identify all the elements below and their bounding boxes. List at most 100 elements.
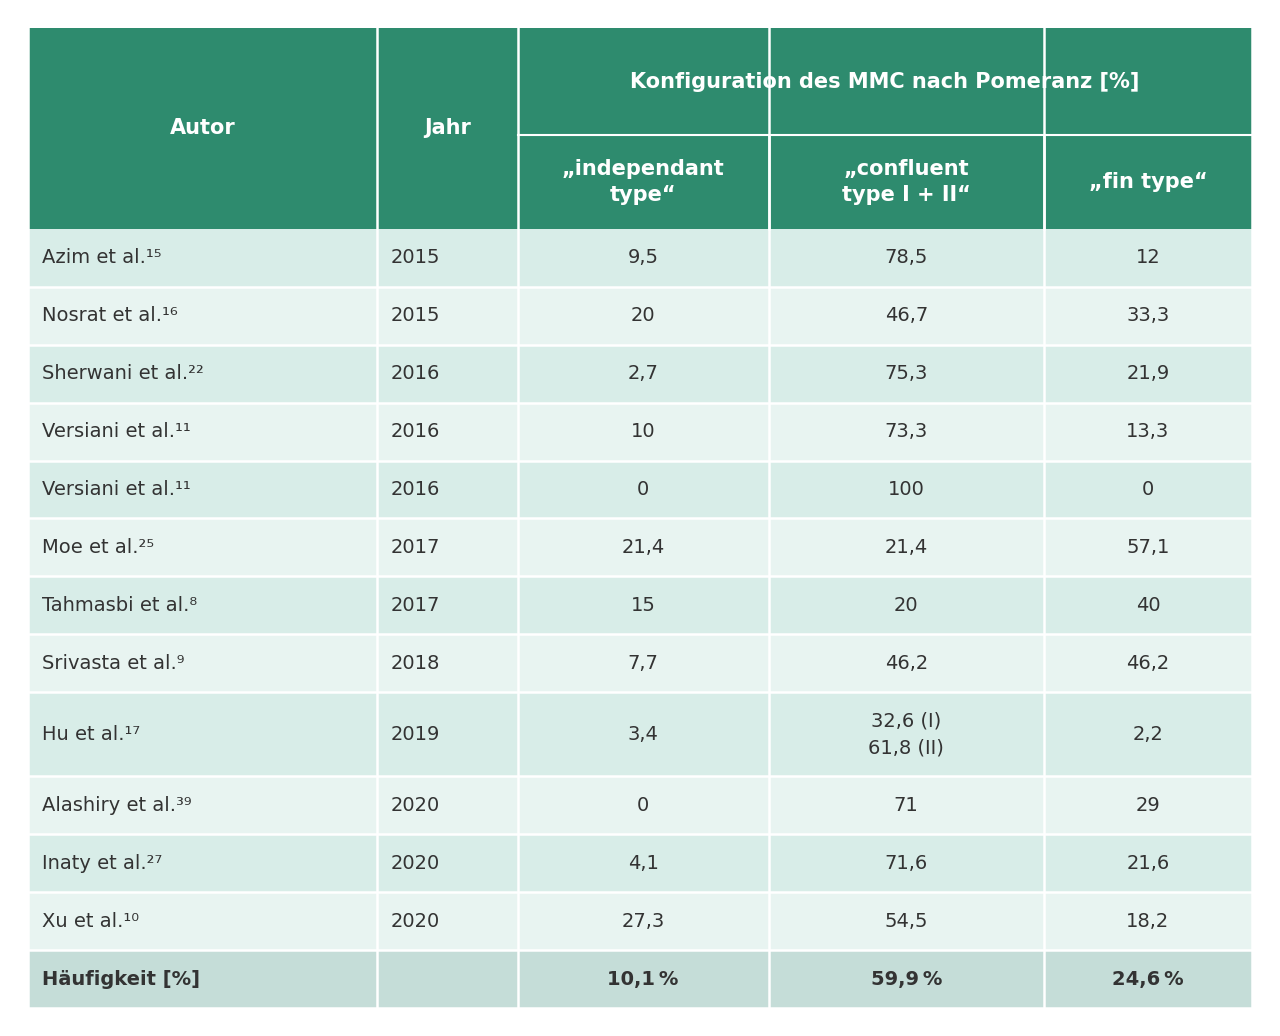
Bar <box>1044 576 1252 634</box>
Text: 46,7: 46,7 <box>884 307 928 325</box>
Bar <box>768 634 1044 692</box>
Bar <box>768 950 1044 1008</box>
Text: Häufigkeit [%]: Häufigkeit [%] <box>42 970 200 988</box>
Text: 3,4: 3,4 <box>627 725 658 744</box>
Text: 10: 10 <box>631 422 655 441</box>
Text: 0: 0 <box>1142 480 1155 499</box>
Text: 2020: 2020 <box>390 796 440 814</box>
Bar <box>1044 518 1252 576</box>
Text: 10,1 %: 10,1 % <box>608 970 678 988</box>
Bar <box>517 518 768 576</box>
Bar <box>1044 461 1252 518</box>
Bar <box>28 634 376 692</box>
Text: 29: 29 <box>1135 796 1161 814</box>
Text: 21,6: 21,6 <box>1126 854 1170 872</box>
Bar <box>768 576 1044 634</box>
Bar <box>28 229 376 287</box>
Text: Hu et al.¹⁷: Hu et al.¹⁷ <box>42 725 141 744</box>
Text: 2018: 2018 <box>390 654 440 672</box>
Bar <box>28 403 376 461</box>
Bar <box>376 518 517 576</box>
Bar <box>517 229 768 287</box>
Bar <box>376 692 517 776</box>
Bar <box>517 576 768 634</box>
Text: 27,3: 27,3 <box>621 912 664 930</box>
Bar <box>28 345 376 403</box>
Text: 75,3: 75,3 <box>884 365 928 383</box>
Bar <box>768 403 1044 461</box>
Bar <box>1044 136 1252 229</box>
Text: 73,3: 73,3 <box>884 422 928 441</box>
Bar <box>1044 692 1252 776</box>
Bar <box>376 776 517 834</box>
Text: 2015: 2015 <box>390 307 440 325</box>
Bar <box>768 692 1044 776</box>
Text: 2,7: 2,7 <box>627 365 658 383</box>
Bar <box>376 950 517 1008</box>
Text: „fin type“: „fin type“ <box>1088 172 1207 192</box>
Bar <box>768 345 1044 403</box>
Bar <box>517 692 768 776</box>
Bar <box>28 692 376 776</box>
Text: Konfiguration des MMC nach Pomeranz [%]: Konfiguration des MMC nach Pomeranz [%] <box>630 71 1139 92</box>
Text: 20: 20 <box>893 596 919 614</box>
Text: 2020: 2020 <box>390 912 440 930</box>
Bar <box>28 950 376 1008</box>
Bar <box>1044 634 1252 692</box>
Text: 9,5: 9,5 <box>627 249 659 267</box>
Text: 2,2: 2,2 <box>1133 725 1164 744</box>
Text: 0: 0 <box>637 796 649 814</box>
Bar <box>28 892 376 950</box>
Bar <box>376 287 517 345</box>
Text: 71,6: 71,6 <box>884 854 928 872</box>
Bar <box>376 461 517 518</box>
Text: 2019: 2019 <box>390 725 440 744</box>
Text: Sherwani et al.²²: Sherwani et al.²² <box>42 365 204 383</box>
Text: Versiani et al.¹¹: Versiani et al.¹¹ <box>42 480 191 499</box>
Text: 2017: 2017 <box>390 596 440 614</box>
Text: „independant
type“: „independant type“ <box>562 159 724 205</box>
Bar <box>768 461 1044 518</box>
Text: 100: 100 <box>888 480 924 499</box>
Bar <box>1044 776 1252 834</box>
Bar <box>28 518 376 576</box>
Text: 54,5: 54,5 <box>884 912 928 930</box>
Text: 21,9: 21,9 <box>1126 365 1170 383</box>
Text: Versiani et al.¹¹: Versiani et al.¹¹ <box>42 422 191 441</box>
Text: 2017: 2017 <box>390 538 440 557</box>
Bar <box>517 28 1252 136</box>
Bar <box>28 576 376 634</box>
Text: 13,3: 13,3 <box>1126 422 1170 441</box>
Text: 21,4: 21,4 <box>621 538 664 557</box>
Bar <box>768 776 1044 834</box>
Bar <box>28 834 376 892</box>
Bar <box>376 892 517 950</box>
Text: Srivasta et al.⁹: Srivasta et al.⁹ <box>42 654 184 672</box>
Text: 59,9 %: 59,9 % <box>870 970 942 988</box>
Bar <box>376 834 517 892</box>
Bar <box>28 776 376 834</box>
Bar <box>1044 403 1252 461</box>
Bar <box>517 461 768 518</box>
Bar <box>517 634 768 692</box>
Bar <box>517 834 768 892</box>
Text: 15: 15 <box>631 596 655 614</box>
Bar <box>28 287 376 345</box>
Text: 71: 71 <box>893 796 919 814</box>
Text: Tahmasbi et al.⁸: Tahmasbi et al.⁸ <box>42 596 197 614</box>
Text: Xu et al.¹⁰: Xu et al.¹⁰ <box>42 912 140 930</box>
Text: 21,4: 21,4 <box>884 538 928 557</box>
Bar <box>1044 287 1252 345</box>
Text: Jahr: Jahr <box>424 118 471 139</box>
Text: Autor: Autor <box>169 118 236 139</box>
Text: 40: 40 <box>1135 596 1160 614</box>
Bar <box>768 518 1044 576</box>
Text: 32,6 (I)
61,8 (II): 32,6 (I) 61,8 (II) <box>868 712 945 757</box>
Bar <box>768 229 1044 287</box>
Text: Inaty et al.²⁷: Inaty et al.²⁷ <box>42 854 163 872</box>
Bar <box>1044 229 1252 287</box>
Text: Alashiry et al.³⁹: Alashiry et al.³⁹ <box>42 796 192 814</box>
Text: 46,2: 46,2 <box>1126 654 1170 672</box>
Bar <box>376 634 517 692</box>
Bar <box>376 345 517 403</box>
